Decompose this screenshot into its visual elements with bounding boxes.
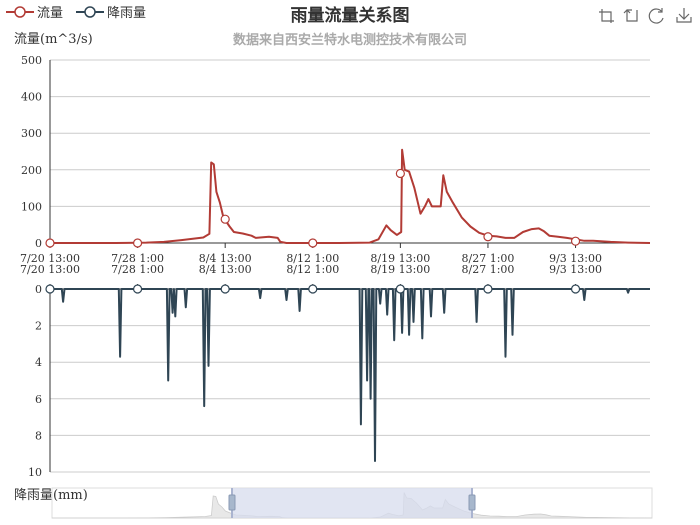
- rain-axis-name: 降雨量(mm): [14, 488, 88, 503]
- flow-x-tick-label: 8/27 1:00: [462, 252, 515, 265]
- legend-rain[interactable]: 降雨量: [76, 6, 146, 21]
- zoom-reset-icon[interactable]: [622, 8, 638, 23]
- rain-y-tick-label: 2: [35, 320, 42, 333]
- flow-x-tick-label: 8/12 1:00: [286, 252, 339, 265]
- rain-x-tick-label: 8/4 13:00: [199, 263, 252, 276]
- rain-data-point: [570, 284, 581, 294]
- flow-data-point: [483, 232, 493, 242]
- zoom-handle-grip: [228, 494, 236, 511]
- flow-y-tick-label: 100: [21, 200, 42, 213]
- legend-flow-label: 流量: [37, 6, 63, 21]
- rain-y-tick-label: 4: [35, 356, 42, 369]
- zoom-handle-grip: [468, 494, 476, 511]
- flow-x-tick-label: 8/4 13:00: [199, 252, 252, 265]
- zoom-end-handle[interactable]: [468, 488, 476, 518]
- flow-x-tick-label: 9/3 13:00: [549, 252, 602, 265]
- flow-y-tick-label: 500: [21, 54, 42, 67]
- flow-y-tick-label: 400: [21, 91, 42, 104]
- zoom-selected-range: [232, 488, 472, 518]
- legend-flow[interactable]: 流量: [6, 6, 63, 21]
- rain-data-point: [483, 284, 493, 294]
- flow-data-point: [395, 168, 405, 179]
- flow-x-tick-label: 8/19 13:00: [370, 252, 430, 265]
- rain-x-tick-label: 8/12 1:00: [286, 263, 339, 276]
- rain-data-point: [220, 284, 230, 294]
- restore-icon[interactable]: [648, 8, 664, 24]
- chart-title: 雨量流量关系图: [291, 5, 410, 26]
- rain-data-point: [132, 284, 143, 294]
- rain-x-tick-label: 9/3 13:00: [549, 263, 602, 276]
- rain-x-tick-label: 7/20 13:00: [20, 263, 80, 276]
- chart-subtitle: 数据来自西安兰特水电测控技术有限公司: [233, 32, 467, 48]
- rain-y-tick-label: 6: [35, 393, 42, 406]
- rain-x-tick-label: 8/27 1:00: [462, 263, 515, 276]
- zoom-icon[interactable]: [598, 8, 614, 23]
- data-zoom-slider[interactable]: [51, 487, 653, 519]
- legend-flow-symbol: [14, 6, 26, 18]
- rain-y-tick-label: 10: [28, 466, 42, 479]
- flow-data-point: [132, 238, 143, 248]
- save-image-icon[interactable]: [676, 8, 692, 24]
- rain-y-tick-label: 0: [35, 283, 42, 296]
- rain-data-point: [395, 284, 405, 294]
- flow-x-tick-label: 7/20 13:00: [20, 252, 80, 265]
- flow-y-tick-label: 0: [35, 237, 42, 250]
- rain-y-tick-label: 8: [35, 429, 42, 442]
- flow-data-point: [570, 236, 581, 246]
- rain-data-point: [45, 284, 55, 294]
- zoom-start-handle[interactable]: [228, 488, 236, 518]
- legend-rain-label: 降雨量: [107, 6, 146, 21]
- plot-area: 0 100 200 300 400 500 0 2 4 6 8 10 7/20 13:007/20 13…: [20, 54, 651, 479]
- rain-x-tick-label: 8/19 13:00: [370, 263, 430, 276]
- flow-series-line: [50, 148, 651, 244]
- flow-y-tick-label: 200: [21, 164, 42, 177]
- flow-data-point: [308, 238, 318, 248]
- flow-data-point: [220, 214, 230, 224]
- rain-x-tick-label: 7/28 1:00: [111, 263, 164, 276]
- legend-rain-symbol: [84, 6, 96, 18]
- flow-axis-name: 流量(m^3/s): [14, 32, 93, 47]
- flow-x-tick-label: 7/28 1:00: [111, 252, 164, 265]
- flow-data-point: [45, 238, 55, 248]
- rain-series-line: [50, 288, 650, 462]
- toolbox: [598, 8, 692, 24]
- flow-y-tick-label: 300: [21, 127, 42, 140]
- rain-data-point: [308, 284, 318, 294]
